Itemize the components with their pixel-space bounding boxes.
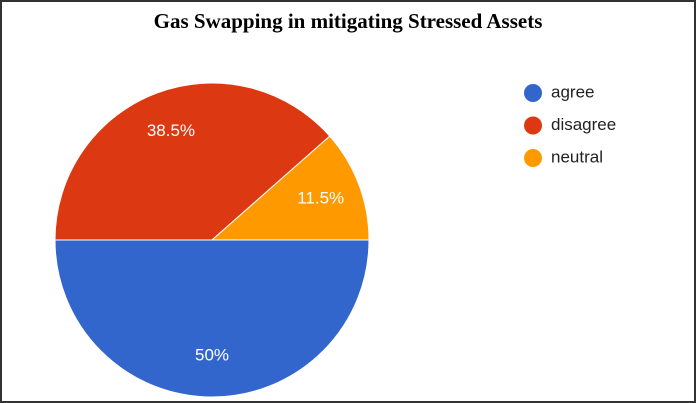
chart-title: Gas Swapping in mitigating Stressed Asse… (154, 9, 543, 33)
legend-label: agree (551, 82, 594, 101)
legend-label: disagree (551, 115, 616, 134)
legend-label: neutral (551, 147, 603, 166)
pie-slice (210, 135, 370, 241)
legend: agree disagree neutral (524, 82, 616, 167)
legend-marker (524, 149, 542, 167)
legend-marker (524, 84, 542, 102)
pie: 50% 38.5% 11.5% (54, 82, 370, 398)
slice-label: 11.5% (297, 188, 344, 207)
pie-slice (54, 82, 331, 241)
pie-slice (54, 239, 370, 398)
slice-label: 38.5% (147, 121, 195, 140)
slice-label: 50% (195, 346, 229, 365)
legend-marker (524, 116, 542, 135)
